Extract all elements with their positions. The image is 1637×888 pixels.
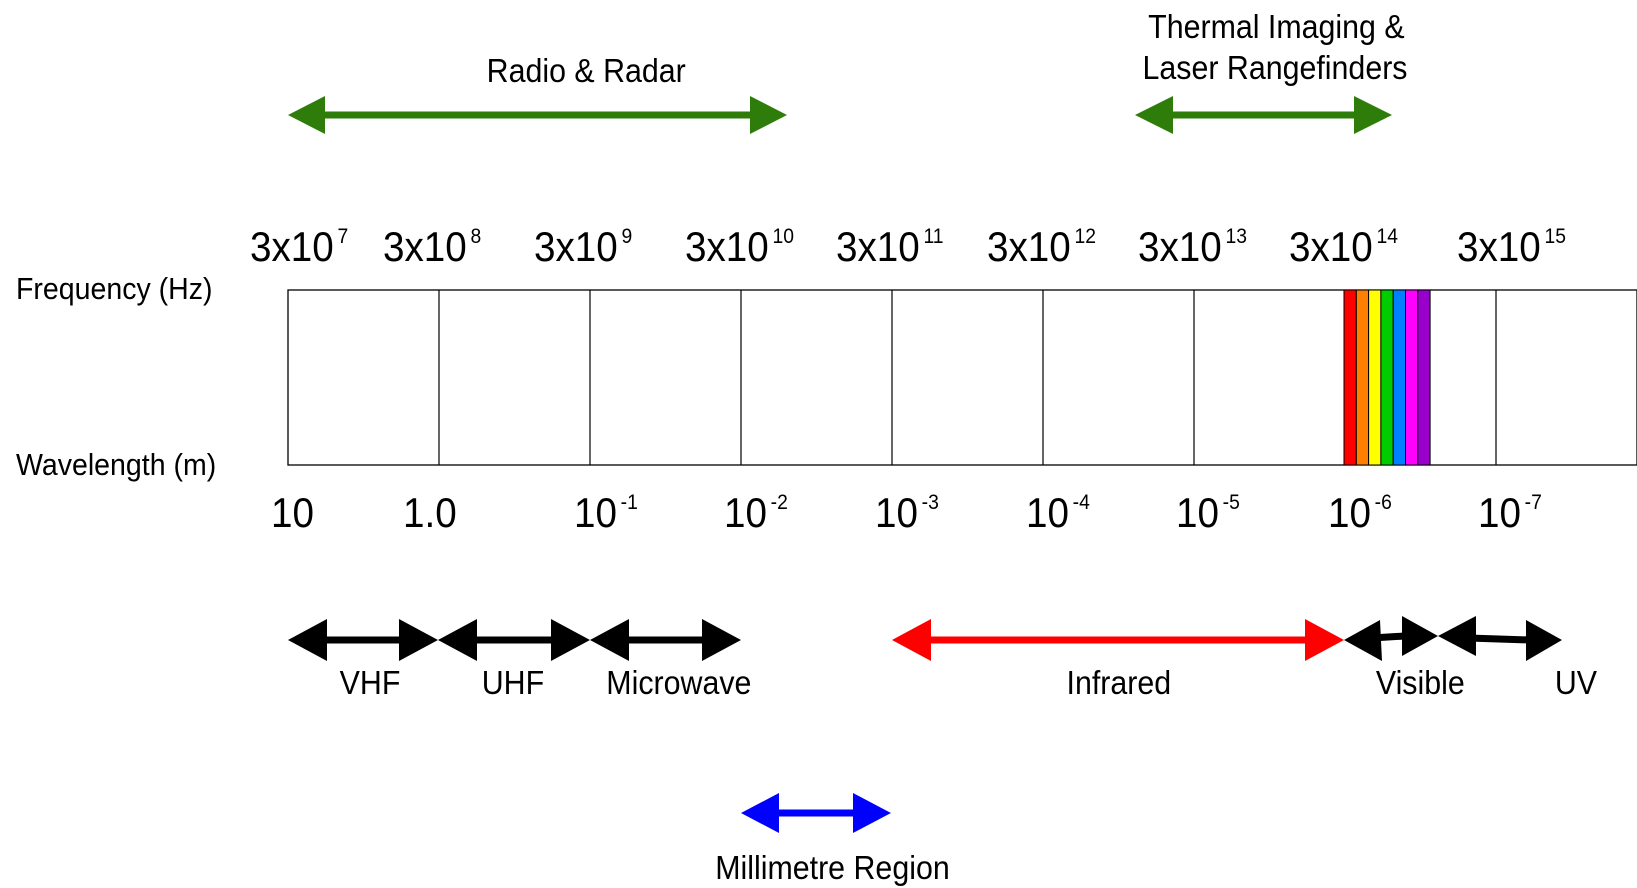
frequency-tick-exponent: 7 — [337, 225, 349, 249]
spectrum-stripe — [1392, 289, 1406, 466]
infrared-arrow — [892, 619, 1344, 661]
frequency-tick: 3x10 12 — [987, 226, 1096, 268]
spectrum-stripe — [1343, 289, 1357, 466]
frequency-tick: 3x10 8 — [383, 226, 481, 268]
vhf-label: VHF — [339, 664, 401, 701]
thermal-imaging-label-line1: Thermal Imaging & — [1148, 8, 1405, 45]
spectrum-stripe — [1368, 289, 1382, 466]
spectrum-stripe — [1380, 289, 1394, 466]
frequency-tick: 3x10 15 — [1457, 226, 1566, 268]
frequency-tick-base: 3x10 — [1457, 223, 1541, 270]
wavelength-tick: 10 -6 — [1328, 492, 1392, 534]
uv-arrow — [1438, 616, 1562, 661]
wavelength-tick-base: 10 — [875, 489, 918, 536]
frequency-tick-exponent: 14 — [1376, 225, 1398, 249]
spectrum-stripe — [1417, 289, 1431, 466]
wavelength-tick-base: 10 — [724, 489, 767, 536]
infrared-label: Infrared — [1066, 664, 1172, 701]
frequency-tick: 3x10 9 — [534, 226, 632, 268]
wavelength-tick-base: 1.0 — [403, 489, 457, 536]
wavelength-tick-exponent: -2 — [770, 491, 788, 515]
frequency-tick-base: 3x10 — [1138, 223, 1222, 270]
spectrum-stripe — [1355, 289, 1370, 466]
thermal-imaging-arrow — [1135, 96, 1392, 134]
wavelength-tick: 1.0 — [403, 492, 457, 534]
wavelength-tick-exponent: -5 — [1222, 491, 1240, 515]
radio-radar-label: Radio & Radar — [486, 52, 686, 89]
uhf-arrow — [438, 619, 590, 661]
scale-box — [287, 289, 1637, 466]
frequency-tick-base: 3x10 — [534, 223, 618, 270]
frequency-tick-exponent: 10 — [772, 225, 794, 249]
visible-spectrum-stripes — [1343, 289, 1431, 466]
frequency-tick-exponent: 12 — [1074, 225, 1096, 249]
wavelength-tick: 10 -7 — [1478, 492, 1542, 534]
wavelength-tick: 10 -5 — [1176, 492, 1240, 534]
microwave-label: Microwave — [606, 664, 752, 701]
spectrum-stripe — [1405, 289, 1419, 466]
wavelength-tick-base: 10 — [1478, 489, 1521, 536]
wavelength-tick-exponent: -3 — [921, 491, 939, 515]
wavelength-tick: 10 -3 — [875, 492, 939, 534]
frequency-tick-base: 3x10 — [836, 223, 920, 270]
visible-arrow — [1344, 616, 1438, 661]
millimetre-region-arrow — [741, 793, 891, 833]
uhf-label: UHF — [481, 664, 545, 701]
wavelength-tick-exponent: -7 — [1524, 491, 1542, 515]
visible-label: Visible — [1375, 664, 1465, 701]
wavelength-tick: 10 -4 — [1026, 492, 1090, 534]
frequency-tick-base: 3x10 — [1289, 223, 1373, 270]
frequency-tick-base: 3x10 — [685, 223, 769, 270]
wavelength-tick-base: 10 — [1176, 489, 1219, 536]
wavelength-tick-exponent: -4 — [1072, 491, 1090, 515]
frequency-tick: 3x10 14 — [1289, 226, 1398, 268]
frequency-tick-exponent: 13 — [1225, 225, 1247, 249]
frequency-tick-exponent: 8 — [470, 225, 482, 249]
uv-label: UV — [1554, 664, 1598, 701]
frequency-tick-base: 3x10 — [250, 223, 334, 270]
millimetre-region-label: Millimetre Region — [715, 849, 950, 886]
microwave-arrow — [590, 619, 741, 661]
wavelength-row-label: Wavelength (m) — [16, 447, 217, 482]
frequency-tick-exponent: 15 — [1544, 225, 1566, 249]
vhf-arrow — [288, 619, 438, 661]
frequency-tick-exponent: 11 — [923, 225, 944, 249]
wavelength-tick-exponent: -1 — [620, 491, 638, 515]
wavelength-tick-base: 10 — [1026, 489, 1069, 536]
wavelength-tick: 10 -2 — [724, 492, 788, 534]
frequency-tick: 3x10 13 — [1138, 226, 1247, 268]
frequency-row-label: Frequency (Hz) — [16, 271, 213, 306]
wavelength-tick-base: 10 — [1328, 489, 1371, 536]
frequency-tick: 3x10 11 — [836, 226, 944, 268]
wavelength-tick-base: 10 — [574, 489, 617, 536]
wavelength-tick: 10 -1 — [574, 492, 638, 534]
radio-radar-arrow — [288, 96, 787, 134]
wavelength-tick-exponent: -6 — [1374, 491, 1392, 515]
frequency-tick-base: 3x10 — [383, 223, 467, 270]
frequency-tick-exponent: 9 — [621, 225, 633, 249]
wavelength-tick: 10 — [271, 492, 314, 534]
frequency-tick: 3x10 7 — [250, 226, 348, 268]
thermal-imaging-label-line2: Laser Rangefinders — [1142, 49, 1408, 86]
wavelength-tick-base: 10 — [271, 489, 314, 536]
frequency-tick-base: 3x10 — [987, 223, 1071, 270]
frequency-tick: 3x10 10 — [685, 226, 794, 268]
